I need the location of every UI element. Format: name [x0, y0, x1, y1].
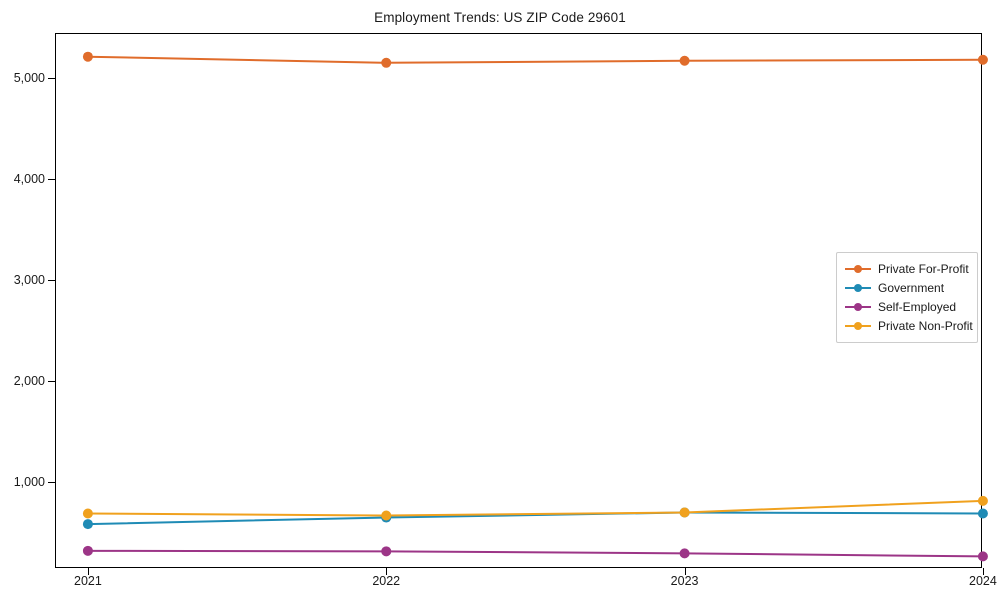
legend-item[interactable]: Self-Employed [845, 297, 969, 316]
y-axis-tick-label: 4,000 [13, 172, 45, 187]
x-axis-tick-label: 2022 [372, 574, 401, 588]
y-axis-tick-mark [48, 78, 55, 80]
legend-item[interactable]: Private Non-Profit [845, 316, 973, 335]
x-axis-tick-label: 2023 [670, 574, 699, 588]
x-axis-tick-label: 2021 [74, 574, 102, 588]
plot-area [55, 33, 982, 568]
legend-swatch-icon [845, 300, 871, 314]
legend-item-label: Private For-Profit [878, 261, 969, 276]
legend-swatch-icon [845, 319, 871, 333]
chart-legend: Private For-Profit Government Self-Employe… [836, 252, 978, 343]
y-axis-tick-label: 3,000 [13, 273, 45, 288]
y-axis-tick-label: 1,000 [13, 475, 45, 490]
legend-item[interactable]: Private For-Profit [845, 259, 969, 278]
y-axis-tick-labels: 1,000 2,000 3,000 4,000 5,000 [0, 0, 45, 600]
y-axis-tick-mark [48, 482, 55, 484]
x-axis-tick-mark [982, 568, 984, 575]
chart-title: Employment Trends: US ZIP Code 29601 [374, 10, 626, 25]
legend-item[interactable]: Government [845, 278, 969, 297]
x-axis-tick-label: 2024 [969, 574, 997, 588]
legend-item-label: Private Non-Profit [878, 318, 973, 333]
legend-item-label: Self-Employed [878, 299, 957, 314]
x-axis-tick-mark [87, 568, 89, 575]
y-axis-tick-mark [48, 280, 55, 282]
legend-item-label: Government [878, 280, 945, 295]
y-axis-tick-mark [48, 179, 55, 181]
y-axis-tick-label: 2,000 [13, 374, 45, 389]
legend-swatch-icon [845, 262, 871, 276]
y-axis-tick-mark [48, 381, 55, 383]
y-axis-tick-label: 5,000 [13, 71, 45, 86]
legend-swatch-icon [845, 281, 871, 295]
x-axis-tick-mark [386, 568, 388, 575]
x-axis-tick-mark [684, 568, 686, 575]
